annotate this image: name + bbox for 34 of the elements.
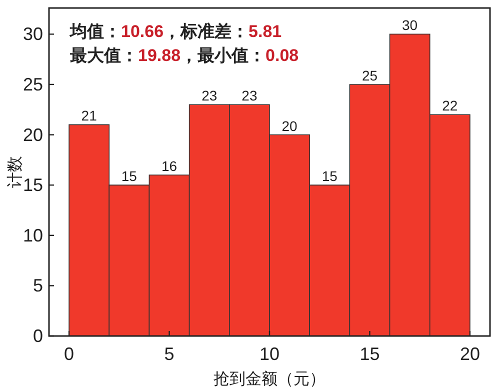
annotation: 最大值：19.88，最小值：0.08 — [69, 46, 299, 65]
x-tick-label: 20 — [460, 344, 480, 364]
x-tick-label: 0 — [64, 344, 74, 364]
data-label: 15 — [121, 168, 138, 184]
bar: 23 — [229, 88, 270, 336]
y-tick-label: 0 — [32, 326, 43, 346]
data-label: 20 — [282, 118, 298, 134]
y-tick-label: 25 — [22, 74, 43, 94]
bar: 16 — [148, 158, 190, 336]
bar: 23 — [188, 88, 230, 336]
y-tick-label: 30 — [22, 24, 43, 44]
x-axis-title: 抢到金额（元） — [214, 370, 326, 388]
data-label: 30 — [402, 17, 418, 34]
x-tick-label: 5 — [164, 344, 174, 364]
annotation: 均值：10.66，标准差：5.81 — [69, 22, 282, 41]
data-label: 23 — [242, 88, 258, 104]
x-tick-label: 15 — [360, 344, 380, 364]
data-label: 23 — [202, 88, 218, 104]
x-tick-label: 10 — [259, 344, 280, 364]
bar: 22 — [429, 98, 470, 336]
y-tick-label: 10 — [22, 225, 43, 246]
bar: 21 — [68, 108, 110, 336]
data-label: 16 — [161, 158, 178, 174]
bar: 30 — [389, 17, 430, 336]
data-label: 15 — [322, 168, 338, 184]
y-tick-label: 5 — [32, 276, 43, 296]
y-tick-label: 15 — [22, 175, 43, 196]
bar: 15 — [309, 168, 350, 336]
data-label: 21 — [81, 108, 98, 124]
bar: 15 — [108, 168, 150, 336]
data-label: 22 — [442, 98, 458, 114]
y-axis-title: 计数 — [6, 156, 24, 188]
data-label: 25 — [362, 67, 378, 84]
y-tick-label: 20 — [22, 124, 43, 145]
